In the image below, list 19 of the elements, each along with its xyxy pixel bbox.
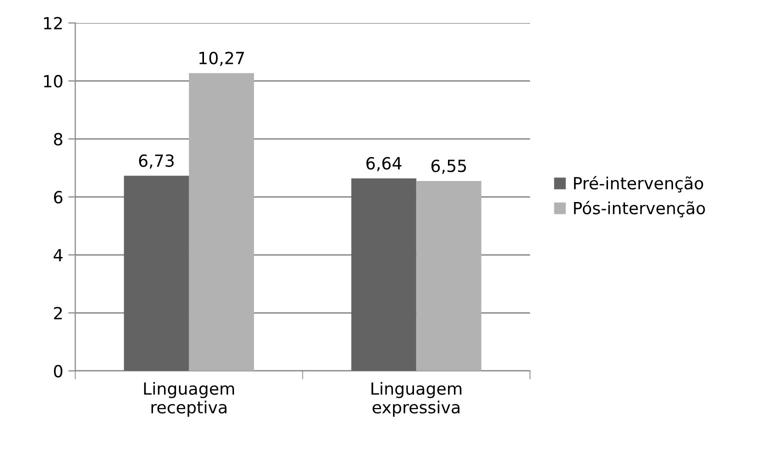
data-label: 10,27 bbox=[199, 52, 244, 66]
y-tick-label: 4 bbox=[54, 249, 63, 262]
x-tick-label: Linguagem expressiva bbox=[372, 382, 462, 417]
legend-label: Pré-intervenção bbox=[574, 176, 704, 192]
y-tick-label: 6 bbox=[54, 190, 62, 204]
x-tick-label: Linguagem receptiva bbox=[144, 382, 234, 417]
data-label: 6,55 bbox=[431, 160, 466, 174]
bar bbox=[416, 180, 482, 371]
y-tick-label: 12 bbox=[44, 16, 62, 30]
data-label: 6,64 bbox=[366, 156, 402, 172]
bar bbox=[351, 178, 416, 371]
legend-label: Pós-intervenção bbox=[574, 200, 705, 218]
y-tick-label: 10 bbox=[44, 74, 62, 88]
y-tick-label: 8 bbox=[54, 132, 62, 146]
bar bbox=[124, 176, 189, 371]
bar bbox=[188, 73, 254, 371]
y-tick-label: 0 bbox=[54, 364, 62, 378]
data-label: 6,73 bbox=[139, 154, 174, 169]
y-tick-label: 2 bbox=[54, 306, 62, 320]
